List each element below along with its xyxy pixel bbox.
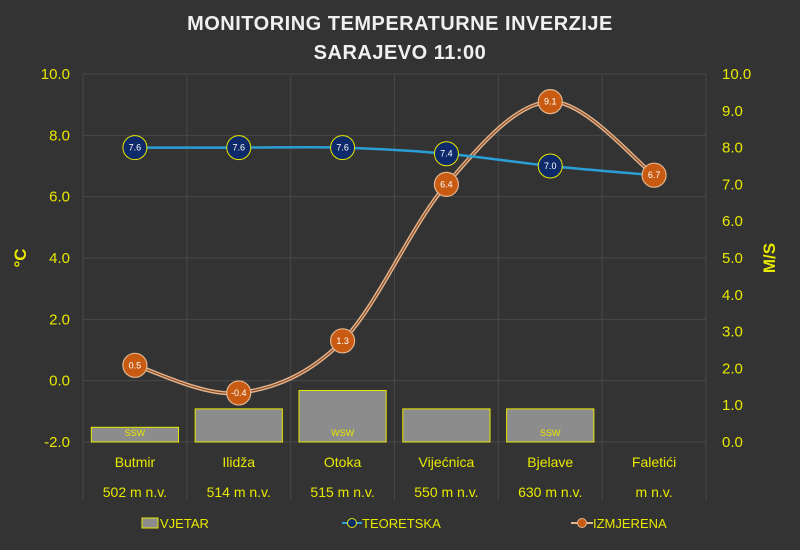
- legend-vjetar: VJETAR: [160, 516, 209, 531]
- legend-izmjerena: IZMJERENA: [593, 516, 667, 531]
- wind-direction-label: WSW: [331, 428, 354, 438]
- altitude-label: 514 m n.v.: [207, 484, 271, 500]
- wind-bar: [90, 426, 180, 443]
- izmjerena-value-label: 9.1: [544, 97, 557, 107]
- legend-bar-swatch: [141, 517, 159, 529]
- series-points: 7.6 7.6 7.6 7.4 7.0 0.5 -0.4 1.3 6.4 9.1 6.7: [122, 88, 667, 406]
- wind-bar: [506, 408, 595, 443]
- teoretska-point: [122, 135, 148, 161]
- wind-bar: [194, 408, 283, 443]
- left-axis-label: °C: [11, 248, 30, 267]
- left-tick-label: 0.0: [49, 373, 70, 390]
- category-label: Vijećnica: [419, 454, 475, 470]
- category-label: Ilidža: [222, 454, 255, 470]
- chart-subtitle: SARAJEVO 11:00: [314, 42, 487, 64]
- teoretska-value-label: 7.0: [544, 161, 557, 171]
- altitude-label: 502 m n.v.: [103, 484, 167, 500]
- grid-lines: [82, 73, 707, 500]
- right-axis: 0.0 1.0 2.0 3.0 4.0 5.0 6.0 7.0 8.0 9.0 10.0: [722, 66, 751, 451]
- izmjerena-point: [329, 328, 356, 354]
- izmjerena-value-label: -0.4: [231, 388, 247, 398]
- left-tick-label: 6.0: [49, 189, 70, 206]
- legend-izmjerena-marker: [577, 518, 587, 528]
- izmjerena-value-label: 6.7: [648, 170, 661, 180]
- left-tick-label: 4.0: [49, 250, 70, 267]
- wind-direction-label: SSW: [125, 428, 146, 438]
- left-tick-label: 2.0: [49, 311, 70, 328]
- izmjerena-value-label: 1.3: [336, 336, 349, 346]
- altitude-label: m n.v.: [636, 484, 673, 500]
- izmjerena-value-label: 6.4: [440, 179, 453, 189]
- teoretska-value-label: 7.6: [336, 143, 349, 153]
- izmjerena-point: [122, 352, 148, 378]
- izmjerena-value-label: 0.5: [129, 360, 142, 370]
- right-tick-label: 5.0: [722, 250, 743, 267]
- left-tick-label: 8.0: [49, 127, 70, 144]
- teoretska-point: [330, 135, 356, 161]
- left-tick-label: -2.0: [44, 434, 70, 451]
- izmjerena-point: [641, 162, 667, 188]
- izmjerena-point: [433, 171, 460, 197]
- izmjerena-point: [226, 380, 252, 406]
- teoretska-point: [433, 141, 459, 167]
- right-axis-label: M/S: [760, 243, 779, 273]
- teoretska-value-label: 7.4: [440, 149, 453, 159]
- category-label: Faletići: [632, 454, 676, 470]
- right-tick-label: 2.0: [722, 360, 743, 377]
- legend: VJETAR TEORETSKA IZMJERENA: [141, 516, 667, 531]
- category-label: Otoka: [324, 454, 362, 470]
- teoretska-point: [537, 153, 563, 179]
- right-tick-label: 4.0: [722, 287, 743, 304]
- right-tick-label: 9.0: [722, 103, 743, 120]
- category-label: Bjelave: [527, 454, 573, 470]
- wind-bars: SSW WSW SSW: [90, 389, 595, 443]
- wind-bar: [298, 389, 387, 443]
- teoretska-value-label: 7.6: [232, 143, 245, 153]
- wind-bar: [402, 408, 491, 443]
- left-axis: -2.0 0.0 2.0 4.0 6.0 8.0 10.0: [41, 66, 70, 451]
- wind-direction-label: SSW: [540, 428, 561, 438]
- category-label: Butmir: [115, 454, 156, 470]
- chart-title: MONITORING TEMPERATURNE INVERZIJE: [187, 13, 613, 35]
- izmjerena-point: [537, 88, 563, 115]
- right-tick-label: 7.0: [722, 176, 743, 193]
- altitude-label: 515 m n.v.: [310, 484, 374, 500]
- right-tick-label: 0.0: [722, 434, 743, 451]
- right-tick-label: 6.0: [722, 213, 743, 230]
- teoretska-point: [226, 135, 252, 161]
- category-labels: Butmir 502 m n.v. Ilidža 514 m n.v. Otoka 515…: [103, 454, 677, 500]
- right-tick-label: 10.0: [722, 66, 751, 83]
- altitude-label: 630 m n.v.: [518, 484, 582, 500]
- left-tick-label: 10.0: [41, 66, 70, 83]
- altitude-label: 550 m n.v.: [414, 484, 478, 500]
- legend-teoretska: TEORETSKA: [362, 516, 441, 531]
- right-tick-label: 1.0: [722, 397, 743, 414]
- teoretska-value-label: 7.6: [129, 143, 142, 153]
- legend-teoretska-marker: [347, 518, 357, 528]
- right-tick-label: 8.0: [722, 140, 743, 157]
- right-tick-label: 3.0: [722, 324, 743, 341]
